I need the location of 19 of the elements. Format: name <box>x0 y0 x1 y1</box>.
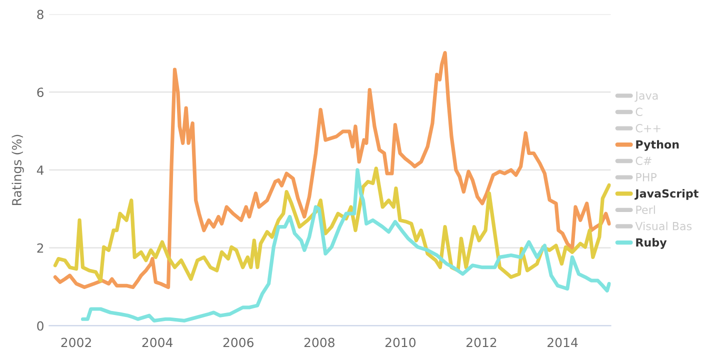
y-tick-label: 8 <box>37 10 44 20</box>
x-tick-label: 2010 <box>385 338 416 348</box>
y-tick-label: 6 <box>37 88 44 98</box>
x-tick-label: 2008 <box>304 338 334 348</box>
legend-label: Python <box>636 140 679 151</box>
x-tick-label: 2002 <box>61 338 91 348</box>
x-tick-label: 2006 <box>223 338 254 348</box>
x-tick-label: 2012 <box>466 338 496 348</box>
x-tick-label: 2014 <box>548 338 578 348</box>
y-tick-label: 2 <box>37 243 44 253</box>
line-series <box>53 166 611 282</box>
line-series <box>53 50 611 289</box>
x-tick-label: 2004 <box>142 338 173 348</box>
y-tick-label: 0 <box>37 321 44 331</box>
y-tick-label: 4 <box>36 166 44 175</box>
legend-label: Ruby <box>636 238 667 249</box>
legend-label: JavaScript <box>634 189 698 200</box>
y-axis-title: Ratings (%) <box>12 134 24 205</box>
line-series <box>80 168 611 322</box>
